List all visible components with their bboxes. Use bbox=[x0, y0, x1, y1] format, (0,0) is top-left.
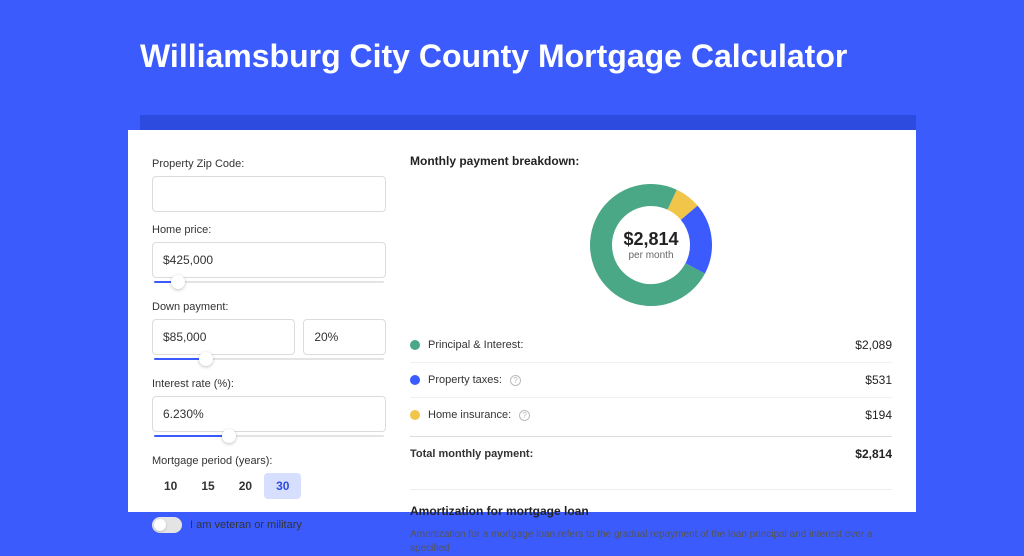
legend-left: Property taxes:? bbox=[410, 374, 521, 386]
slider-thumb[interactable] bbox=[171, 275, 185, 289]
donut-center: $2,814 per month bbox=[586, 180, 716, 310]
slider-thumb[interactable] bbox=[199, 352, 213, 366]
period-option-20[interactable]: 20 bbox=[227, 473, 264, 499]
period-option-10[interactable]: 10 bbox=[152, 473, 189, 499]
interest-rate-slider[interactable] bbox=[152, 431, 386, 443]
legend-value: $2,089 bbox=[855, 338, 892, 352]
down-payment-slider[interactable] bbox=[152, 354, 386, 366]
page-root: Williamsburg City County Mortgage Calcul… bbox=[0, 0, 1024, 512]
legend-label: Principal & Interest: bbox=[428, 339, 523, 351]
legend-row: Property taxes:? $531 bbox=[410, 362, 892, 397]
legend-rows: Principal & Interest: $2,089 Property taxe… bbox=[410, 328, 892, 432]
donut-amount: $2,814 bbox=[623, 229, 678, 250]
legend-value: $531 bbox=[865, 373, 892, 387]
veteran-toggle[interactable] bbox=[152, 517, 182, 533]
slider-track bbox=[154, 281, 384, 283]
mortgage-period-label: Mortgage period (years): bbox=[152, 455, 386, 467]
amortization-text: Amortization for a mortgage loan refers … bbox=[410, 528, 892, 556]
veteran-toggle-row: I am veteran or military bbox=[152, 517, 386, 533]
down-payment-label: Down payment: bbox=[152, 301, 386, 313]
legend-left: Principal & Interest: bbox=[410, 339, 523, 351]
legend-row: Principal & Interest: $2,089 bbox=[410, 328, 892, 362]
period-option-30[interactable]: 30 bbox=[264, 473, 301, 499]
zip-label: Property Zip Code: bbox=[152, 158, 386, 170]
legend-value: $194 bbox=[865, 408, 892, 422]
down-payment-amount-input[interactable] bbox=[152, 319, 295, 355]
total-value: $2,814 bbox=[855, 447, 892, 461]
period-option-15[interactable]: 15 bbox=[189, 473, 226, 499]
legend-left: Home insurance:? bbox=[410, 409, 530, 421]
amortization-title: Amortization for mortgage loan bbox=[410, 489, 892, 518]
toggle-knob bbox=[154, 519, 166, 531]
calculator-card: Property Zip Code: Home price: Down paym… bbox=[128, 130, 916, 512]
legend-row: Home insurance:? $194 bbox=[410, 397, 892, 432]
slider-thumb[interactable] bbox=[222, 429, 236, 443]
info-icon[interactable]: ? bbox=[510, 375, 521, 386]
home-price-label: Home price: bbox=[152, 224, 386, 236]
form-column: Property Zip Code: Home price: Down paym… bbox=[128, 130, 410, 512]
total-label: Total monthly payment: bbox=[410, 448, 533, 460]
breakdown-title: Monthly payment breakdown: bbox=[410, 154, 892, 168]
total-row: Total monthly payment: $2,814 bbox=[410, 436, 892, 471]
down-payment-pct-input[interactable] bbox=[303, 319, 386, 355]
interest-rate-label: Interest rate (%): bbox=[152, 378, 386, 390]
page-title: Williamsburg City County Mortgage Calcul… bbox=[0, 0, 1024, 93]
results-column: Monthly payment breakdown: $2,814 per mo… bbox=[410, 130, 916, 512]
legend-label: Property taxes: bbox=[428, 374, 502, 386]
slider-fill bbox=[154, 281, 173, 283]
donut-sub: per month bbox=[628, 250, 673, 261]
slider-fill bbox=[154, 435, 224, 437]
legend-dot bbox=[410, 410, 420, 420]
donut-chart-wrap: $2,814 per month bbox=[410, 180, 892, 310]
veteran-toggle-label: I am veteran or military bbox=[190, 519, 302, 531]
mortgage-period-options: 10152030 bbox=[152, 473, 386, 499]
legend-dot bbox=[410, 375, 420, 385]
slider-fill bbox=[154, 358, 201, 360]
info-icon[interactable]: ? bbox=[519, 410, 530, 421]
home-price-input[interactable] bbox=[152, 242, 386, 278]
interest-rate-input[interactable] bbox=[152, 396, 386, 432]
home-price-slider[interactable] bbox=[152, 277, 386, 289]
legend-dot bbox=[410, 340, 420, 350]
donut-chart: $2,814 per month bbox=[586, 180, 716, 310]
legend-label: Home insurance: bbox=[428, 409, 511, 421]
zip-input[interactable] bbox=[152, 176, 386, 212]
